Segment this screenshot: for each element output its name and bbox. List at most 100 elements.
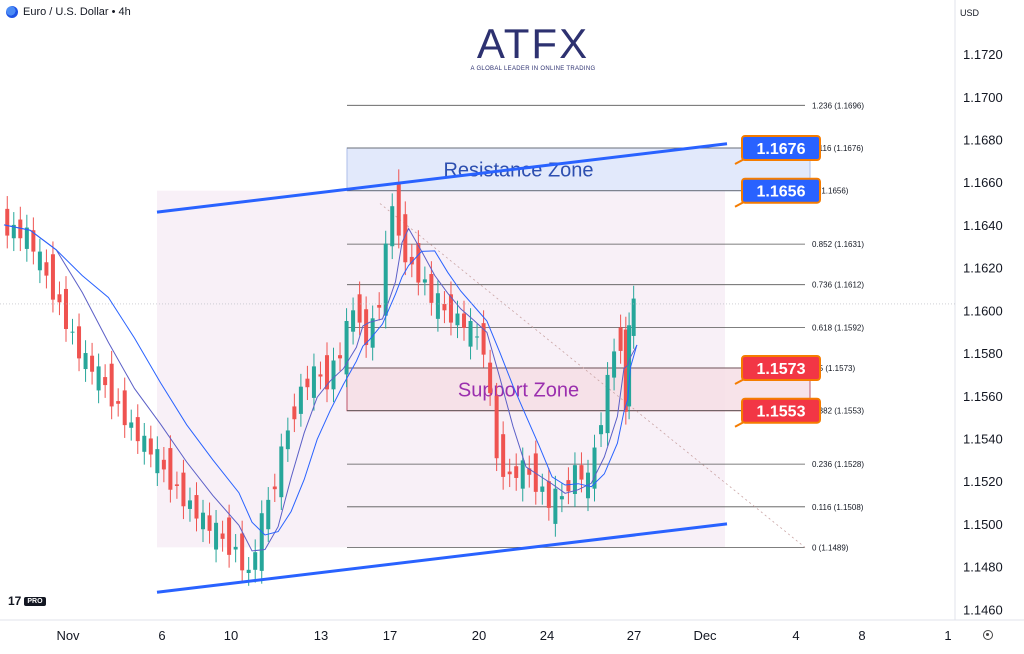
candle-body	[129, 422, 134, 428]
price-callout-text: 1.1656	[757, 184, 806, 201]
x-tick-label: Dec	[693, 628, 717, 643]
candle-body	[377, 304, 382, 308]
fib-label: 0.236 (1.1528)	[812, 460, 864, 469]
candle-body	[324, 355, 329, 390]
candle-body	[533, 453, 538, 492]
y-tick-label: 1.1520	[963, 474, 1003, 489]
fib-label: 0.382 (1.1553)	[812, 407, 864, 416]
candle-body	[429, 274, 434, 303]
candle-body	[599, 425, 604, 435]
y-tick-label: 1.1500	[963, 517, 1003, 532]
candle-body	[259, 513, 264, 571]
x-tick-label: 10	[224, 628, 238, 643]
candle-body	[103, 377, 108, 386]
price-callout-box	[741, 135, 821, 162]
price-callout-text: 1.1676	[757, 141, 806, 158]
candle-body	[246, 569, 251, 574]
fib-label: 0.5 (1.1573)	[812, 364, 855, 373]
candle-body	[44, 262, 49, 276]
candle-body	[77, 326, 82, 359]
candle-body	[520, 460, 525, 489]
candle-body	[448, 294, 453, 323]
candle-body	[161, 459, 166, 470]
price-callout-text: 1.1553	[757, 404, 806, 421]
candle-body	[253, 552, 258, 570]
candle-body	[442, 303, 447, 311]
y-tick-label: 1.1680	[963, 132, 1003, 147]
fib-diagonal	[379, 203, 806, 548]
fib-label: 0 (1.1489)	[812, 543, 849, 552]
fib-label: 1.116 (1.1676)	[812, 144, 864, 153]
candle-body	[31, 230, 36, 252]
candle-body	[416, 243, 421, 283]
fib-label: 0.116 (1.1508)	[812, 503, 864, 512]
fib-label: 0.852 (1.1631)	[812, 240, 864, 249]
candle-body	[311, 366, 316, 398]
candle-body	[214, 522, 219, 550]
x-tick-label: 20	[472, 628, 486, 643]
candle-body	[50, 254, 55, 300]
lower-trendline	[156, 522, 728, 594]
candle-body	[344, 321, 349, 375]
x-tick-label: 17	[383, 628, 397, 643]
symbol-title: Euro / U.S. Dollar • 4h	[23, 6, 131, 18]
candle-body	[383, 243, 388, 316]
candle-body	[553, 488, 558, 524]
candle-body	[207, 515, 212, 531]
candle-body	[168, 448, 173, 490]
candle-body	[357, 294, 362, 323]
candle-body	[63, 288, 68, 330]
y-tick-label: 1.1720	[963, 47, 1003, 62]
fib-label: 1 (1.1656)	[812, 187, 849, 196]
candle-body	[233, 546, 238, 550]
candle-body	[390, 206, 395, 247]
price-callout-box	[741, 177, 821, 204]
candle-body	[57, 294, 62, 303]
candle-body	[109, 363, 114, 407]
x-tick-label: 24	[540, 628, 554, 643]
candle-body	[285, 430, 290, 450]
candle-body	[338, 355, 343, 359]
candle-body	[559, 496, 564, 500]
logo-tagline: A GLOBAL LEADER IN ONLINE TRADING	[470, 66, 596, 72]
candle-body	[279, 446, 284, 498]
candle-body	[370, 318, 375, 348]
candle-body	[122, 390, 127, 426]
x-tick-label: 4	[792, 628, 799, 643]
candle-body	[409, 256, 414, 265]
candle-body	[475, 336, 480, 338]
candle-body	[351, 310, 356, 332]
candle-body	[148, 438, 153, 455]
y-tick-label: 1.1660	[963, 175, 1003, 190]
candle-body	[364, 309, 369, 346]
candle-body	[298, 386, 303, 414]
tv-logo-mark: 17	[8, 594, 22, 608]
zone-box	[346, 367, 811, 412]
candle-body	[422, 279, 427, 283]
candle-body	[605, 374, 610, 434]
candle-body	[435, 293, 440, 319]
settings-icon[interactable]	[983, 630, 993, 640]
candle-body	[514, 466, 519, 478]
x-tick-label: 6	[158, 628, 165, 643]
x-tick-label: 8	[858, 628, 865, 643]
y-tick-label: 1.1640	[963, 218, 1003, 233]
candle-body	[70, 331, 75, 333]
candle-body	[272, 486, 277, 490]
logo-text: ATFX	[476, 20, 590, 67]
candle-body	[11, 224, 16, 239]
candle-body	[18, 219, 23, 239]
candle-body	[37, 251, 42, 271]
candle-body	[592, 447, 597, 489]
candle-body	[623, 329, 628, 412]
candle-body	[403, 214, 408, 263]
chart-header: Euro / U.S. Dollar • 4h	[6, 6, 131, 18]
y-tick-label: 1.1460	[963, 602, 1003, 617]
candle-body	[540, 486, 545, 492]
price-callout-box	[741, 354, 821, 381]
candle-body	[507, 471, 512, 475]
price-callout-box	[741, 397, 821, 424]
y-tick-label: 1.1560	[963, 389, 1003, 404]
currency-label[interactable]: USD	[960, 8, 980, 18]
